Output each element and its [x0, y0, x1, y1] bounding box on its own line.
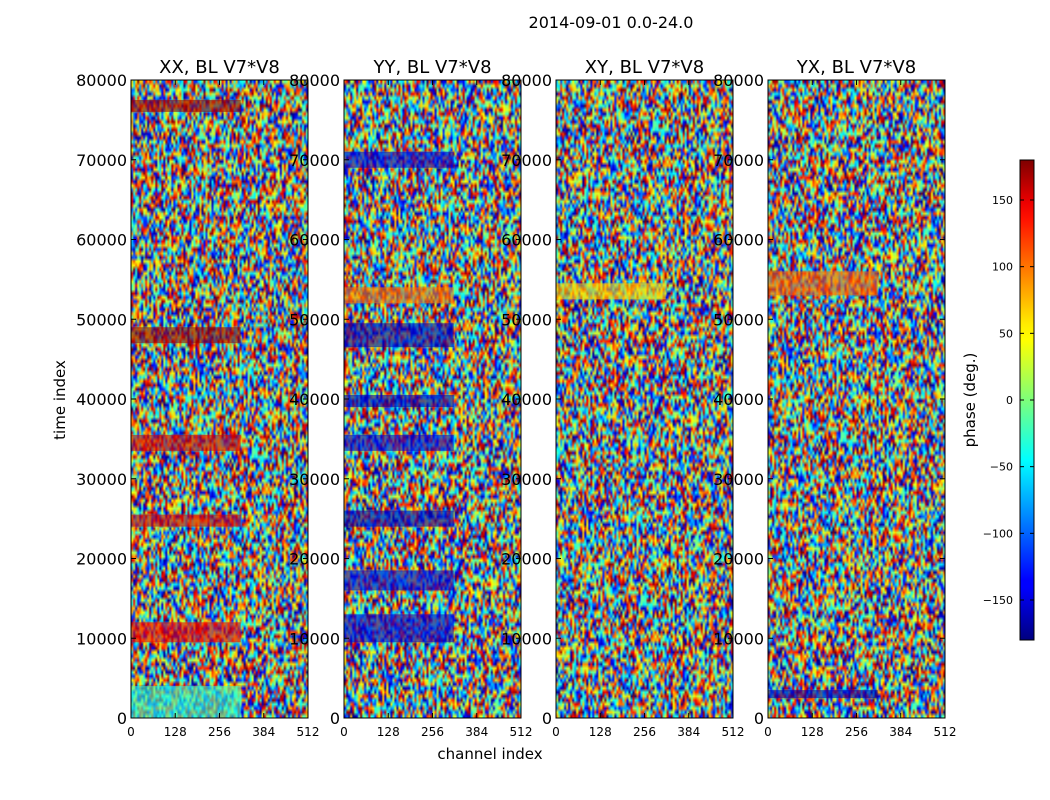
y-tick-label: 30000 — [713, 470, 764, 489]
colorbar: 150 100 50 0 −50 −100 −150 phase (deg.) — [961, 159, 1035, 641]
x-tick-label: 384 — [465, 725, 488, 739]
heatmap-panel: YY, BL V7*V8 0 128 256 384 512 0 10000 20000 3000… — [289, 57, 532, 739]
phase-stripe — [768, 271, 878, 296]
colorbar-tick-label: −100 — [983, 527, 1013, 540]
x-tick-label: 384 — [677, 725, 700, 739]
x-tick-label: 0 — [127, 725, 135, 739]
y-tick-label: 10000 — [289, 629, 340, 648]
colorbar-tick-label: 100 — [992, 261, 1013, 274]
colorbar-tick-label: 50 — [999, 327, 1013, 340]
phase-stripe — [131, 686, 241, 718]
y-tick-label: 20000 — [501, 550, 552, 569]
y-tick-label: 70000 — [289, 151, 340, 170]
y-tick-label: 60000 — [501, 231, 552, 250]
phase-stripe — [344, 395, 454, 407]
x-tick-label: 512 — [722, 725, 745, 739]
x-tick-label: 384 — [889, 725, 912, 739]
heatmap-image — [556, 80, 733, 718]
heatmap-image — [131, 80, 308, 718]
x-tick-label: 512 — [297, 725, 320, 739]
y-tick-label: 80000 — [501, 71, 552, 90]
y-tick-label: 0 — [330, 709, 340, 728]
phase-stripe — [344, 614, 454, 643]
panel-title: XX, BL V7*V8 — [159, 57, 280, 78]
y-tick-label: 0 — [542, 709, 552, 728]
y-tick-label: 50000 — [289, 310, 340, 329]
x-tick-label: 128 — [164, 725, 187, 739]
y-tick-label: 30000 — [76, 470, 127, 489]
y-tick-label: 80000 — [289, 71, 340, 90]
y-tick-label: 60000 — [713, 231, 764, 250]
y-tick-label: 0 — [117, 709, 127, 728]
phase-stripe — [131, 622, 241, 643]
panel-title: YX, BL V7*V8 — [796, 57, 916, 78]
x-tick-label: 256 — [633, 725, 656, 739]
y-tick-label: 20000 — [76, 550, 127, 569]
y-tick-label: 30000 — [501, 470, 552, 489]
y-tick-label: 80000 — [76, 71, 127, 90]
y-tick-label: 20000 — [713, 550, 764, 569]
colorbar-tick-label: −50 — [990, 461, 1013, 474]
colorbar-tick-label: 0 — [1006, 394, 1013, 407]
y-tick-label: 0 — [754, 709, 764, 728]
phase-stripe — [131, 434, 241, 451]
y-tick-label: 50000 — [76, 310, 127, 329]
y-tick-label: 40000 — [501, 390, 552, 409]
y-tick-label: 30000 — [289, 470, 340, 489]
y-tick-label: 60000 — [76, 231, 127, 250]
phase-stripe — [344, 287, 454, 304]
x-tick-label: 512 — [510, 725, 533, 739]
phase-stripe — [131, 99, 241, 112]
y-tick-label: 50000 — [501, 310, 552, 329]
x-tick-label: 256 — [208, 725, 231, 739]
x-tick-label: 256 — [421, 725, 444, 739]
x-tick-label: 512 — [934, 725, 957, 739]
phase-stripe — [344, 434, 454, 451]
colorbar-tick-label: −150 — [983, 594, 1013, 607]
phase-stripe — [344, 510, 454, 527]
y-tick-label: 40000 — [713, 390, 764, 409]
x-tick-label: 128 — [801, 725, 824, 739]
x-tick-label: 384 — [252, 725, 275, 739]
y-axis-label: time index — [51, 360, 69, 440]
colorbar-tick-label: 150 — [992, 194, 1013, 207]
y-tick-label: 80000 — [713, 71, 764, 90]
y-tick-label: 20000 — [289, 550, 340, 569]
heatmap-panel: XX, BL V7*V8 0 128 256 384 512 0 10000 20000 3000… — [76, 57, 319, 739]
x-tick-label: 0 — [764, 725, 772, 739]
x-tick-label: 256 — [845, 725, 868, 739]
y-tick-label: 40000 — [76, 390, 127, 409]
phase-stripe — [344, 151, 454, 168]
colorbar-ticks: 150 100 50 0 −50 −100 −150 — [983, 194, 1034, 607]
y-tick-label: 50000 — [713, 310, 764, 329]
y-tick-label: 70000 — [501, 151, 552, 170]
colorbar-label: phase (deg.) — [961, 353, 979, 448]
phase-stripe — [344, 323, 454, 348]
phase-stripe — [131, 327, 241, 344]
heatmap-image — [768, 80, 945, 718]
phase-stripe — [556, 283, 666, 300]
x-tick-label: 0 — [552, 725, 560, 739]
y-tick-label: 70000 — [76, 151, 127, 170]
x-axis-label: channel index — [437, 745, 542, 763]
panel-title: YY, BL V7*V8 — [372, 57, 491, 78]
heatmap-panel: YX, BL V7*V8 0 128 256 384 512 0 10000 20000 3000… — [713, 57, 956, 739]
x-tick-label: 128 — [377, 725, 400, 739]
y-tick-label: 10000 — [713, 629, 764, 648]
heatmap-panel: XY, BL V7*V8 0 128 256 384 512 0 10000 20000 3000… — [501, 57, 744, 739]
y-tick-label: 10000 — [76, 629, 127, 648]
phase-stripe — [131, 514, 241, 527]
heatmap-panels: XX, BL V7*V8 0 128 256 384 512 0 10000 20000 3000… — [76, 57, 956, 739]
y-tick-label: 10000 — [501, 629, 552, 648]
phase-stripe — [344, 570, 454, 591]
phase-stripe — [768, 690, 878, 699]
panel-title: XY, BL V7*V8 — [585, 57, 704, 78]
x-tick-label: 128 — [589, 725, 612, 739]
y-tick-label: 40000 — [289, 390, 340, 409]
y-tick-label: 60000 — [289, 231, 340, 250]
x-tick-label: 0 — [340, 725, 348, 739]
y-tick-label: 70000 — [713, 151, 764, 170]
figure-suptitle: 2014-09-01 0.0-24.0 — [529, 13, 694, 32]
